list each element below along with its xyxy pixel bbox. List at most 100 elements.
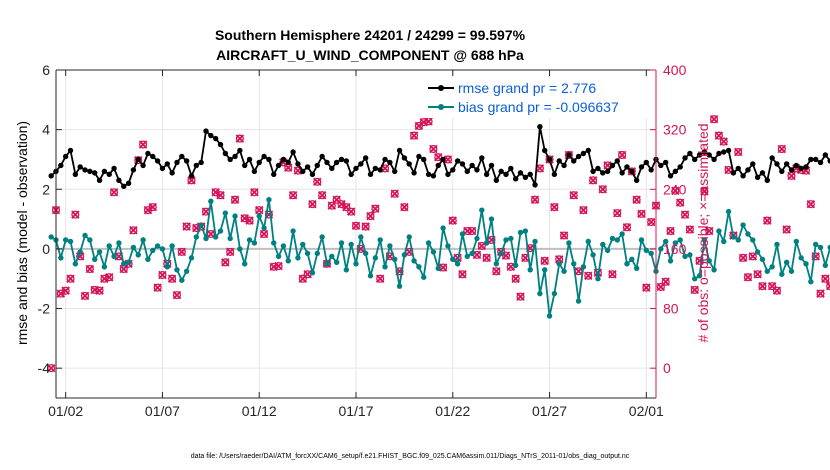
obs-assimilated-marker [666, 226, 675, 236]
bias-point [280, 243, 287, 249]
obs-assimilated-marker [46, 363, 56, 373]
bias-point [304, 250, 311, 257]
obs-possible-marker [390, 189, 399, 198]
obs-possible-marker [289, 191, 298, 200]
rmse-point [309, 171, 316, 178]
rmse-point [256, 159, 262, 166]
bias-point [392, 256, 398, 263]
obs-assimilated-marker [637, 209, 646, 219]
obs-assimilated-marker [550, 202, 559, 212]
bias-point [546, 313, 553, 319]
rmse-point [566, 152, 572, 158]
obs-possible-marker [168, 274, 177, 283]
bias-point [696, 273, 703, 279]
bias-point [435, 265, 441, 271]
bias-series-line [50, 199, 830, 317]
bias-point [183, 268, 190, 274]
bias-point [416, 264, 422, 270]
obs-assimilated-marker [758, 281, 767, 291]
rmse-point [372, 165, 379, 172]
bias-point [493, 261, 500, 267]
x-tick-label: 02/01 [629, 403, 664, 419]
bias-point [116, 240, 122, 246]
obs-assimilated-marker [574, 267, 583, 276]
obs-possible-marker [739, 253, 748, 262]
bias-point [208, 198, 214, 204]
obs-assimilated-marker [748, 252, 758, 261]
rmse-point [242, 162, 248, 169]
bias-point [135, 252, 141, 258]
obs-assimilated-marker [685, 225, 695, 234]
rmse-point [508, 165, 514, 172]
rmse-point [227, 156, 233, 163]
rmse-point [367, 171, 374, 178]
obs-possible-marker [753, 270, 762, 279]
bias-point [624, 261, 630, 267]
bias-point [343, 267, 350, 273]
bias-point [595, 276, 601, 282]
obs-assimilated-marker [680, 210, 690, 219]
bias-point [111, 253, 117, 260]
bias-point [706, 258, 712, 264]
obs-possible-marker [618, 150, 627, 160]
obs-possible-marker [177, 247, 186, 256]
bias-point [338, 240, 345, 246]
obs-possible-marker [680, 210, 690, 219]
obs-possible-marker [468, 226, 477, 236]
obs-possible-marker [690, 285, 699, 294]
bias-point [812, 241, 819, 248]
obs-assimilated-marker [95, 286, 104, 295]
bias-point [629, 256, 635, 263]
bias-point [145, 256, 151, 263]
rmse-point [140, 162, 146, 169]
rmse-point [479, 155, 485, 161]
obs-assimilated-marker [85, 264, 95, 274]
rmse-point [290, 149, 296, 155]
bias-point [48, 234, 54, 240]
x-tick-label: 01/22 [435, 403, 470, 419]
y2-tick-label: 160 [663, 241, 687, 257]
bias-point [672, 240, 679, 246]
rmse-point [740, 173, 746, 179]
y-tick-label: 0 [42, 241, 50, 257]
obs-assimilated-marker [230, 195, 240, 204]
rmse-point [667, 173, 674, 179]
rmse-point [464, 168, 470, 175]
bias-point [333, 259, 340, 266]
rmse-point [493, 177, 500, 184]
bias-point [130, 244, 137, 251]
obs-possible-marker [564, 150, 573, 160]
obs-possible-marker [826, 282, 830, 291]
y-tick-label: -2 [38, 301, 51, 317]
bias-point [121, 261, 127, 267]
rmse-point [483, 171, 490, 178]
obs-possible-marker [371, 204, 380, 213]
obs-assimilated-marker [622, 223, 632, 232]
rmse-point [62, 153, 69, 160]
obs-count-markers [46, 114, 830, 373]
rmse-point [246, 156, 253, 163]
bias-point [711, 267, 717, 273]
obs-assimilated-marker [617, 150, 627, 160]
bias-point [730, 234, 737, 240]
obs-possible-marker [85, 264, 94, 274]
obs-possible-marker [743, 273, 752, 282]
bias-point [508, 235, 514, 242]
obs-assimilated-marker [608, 270, 617, 279]
obs-assimilated-marker [448, 216, 458, 225]
bias-point [58, 255, 64, 261]
obs-possible-marker [695, 256, 704, 265]
rmse-point [203, 128, 209, 134]
bias-point [261, 225, 267, 231]
bias-point [421, 274, 427, 280]
obs-assimilated-marker [288, 190, 298, 200]
obs-possible-marker [458, 270, 467, 279]
obs-assimilated-marker [346, 207, 356, 216]
bias-point [648, 250, 654, 257]
bias-point [474, 235, 480, 242]
bias-point [406, 234, 412, 240]
rmse-point [275, 162, 282, 169]
bias-point [227, 235, 233, 242]
obs-possible-marker [66, 274, 75, 283]
